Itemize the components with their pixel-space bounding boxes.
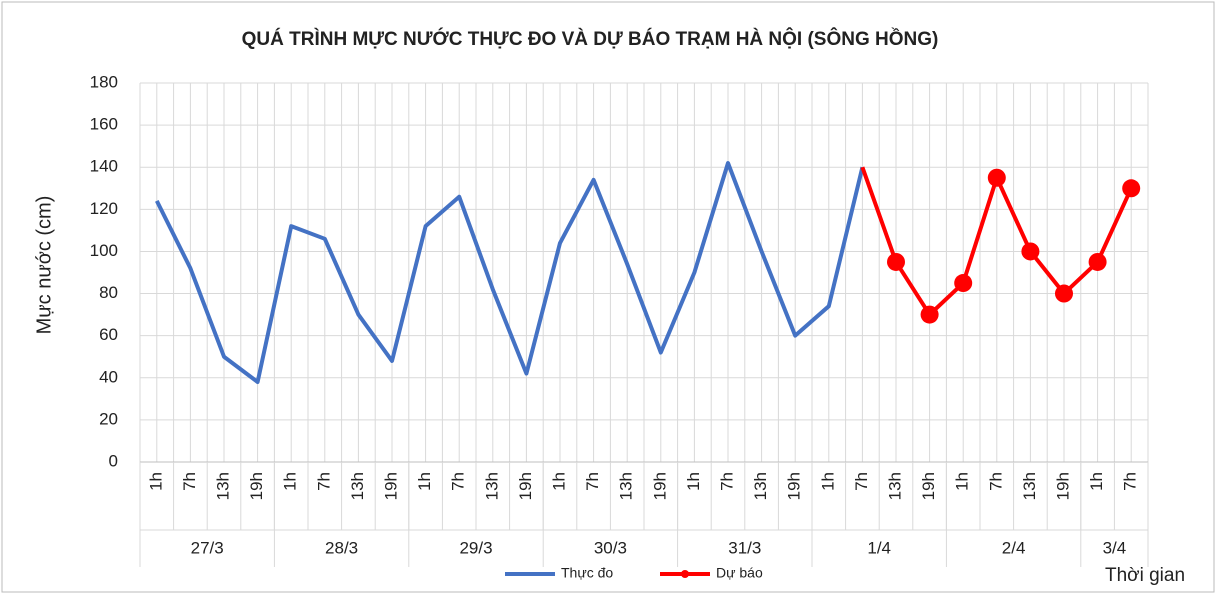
x-group-label: 27/3	[191, 538, 224, 557]
y-axis-title: Mực nước (cm)	[33, 196, 55, 335]
y-tick-label: 100	[90, 241, 118, 260]
x-tick-label: 13h	[348, 472, 367, 500]
x-tick-label: 1h	[1087, 472, 1106, 491]
y-tick-label: 120	[90, 199, 118, 218]
x-tick-label: 1h	[281, 472, 300, 491]
x-tick-label: 7h	[1121, 472, 1140, 491]
series-marker	[954, 274, 973, 293]
x-tick-label: 13h	[213, 472, 232, 500]
series-line	[155, 161, 865, 384]
x-tick-label: 7h	[717, 472, 736, 491]
x-tick-label: 13h	[1020, 472, 1039, 500]
x-tick-label: 19h	[650, 472, 669, 500]
x-tick-label: 1h	[953, 472, 972, 491]
x-tick-label: 7h	[314, 472, 333, 491]
y-tick-label: 140	[90, 157, 118, 176]
x-group-label: 1/4	[867, 538, 891, 557]
x-group-label: 28/3	[325, 538, 358, 557]
y-tick-label: 180	[90, 72, 118, 91]
x-tick-label: 19h	[381, 472, 400, 500]
y-tick-label: 160	[90, 115, 118, 134]
x-tick-label: 19h	[1053, 472, 1072, 500]
x-tick-label: 13h	[885, 472, 904, 500]
series-marker	[1088, 252, 1107, 271]
x-tick-label: 1h	[684, 472, 703, 491]
x-tick-label: 7h	[449, 472, 468, 491]
series-marker	[1122, 179, 1141, 198]
legend-marker	[681, 570, 689, 578]
x-tick-label: 1h	[415, 472, 434, 491]
x-tick-label: 19h	[516, 472, 535, 500]
chart-title: QUÁ TRÌNH MỰC NƯỚC THỰC ĐO VÀ DỰ BÁO TRẠ…	[242, 28, 939, 50]
x-tick-label: 7h	[852, 472, 871, 491]
y-tick-label: 20	[99, 409, 118, 428]
x-axis-title: Thời gian	[1105, 565, 1185, 586]
y-tick-label: 80	[99, 283, 118, 302]
series-marker	[1055, 284, 1073, 303]
series-marker	[920, 305, 939, 324]
x-tick-label: 19h	[785, 472, 804, 500]
x-group-label: 29/3	[459, 538, 492, 557]
series-marker	[987, 168, 1006, 187]
x-group-label: 3/4	[1103, 538, 1127, 557]
x-tick-label: 19h	[247, 472, 266, 500]
x-tick-label: 1h	[146, 472, 165, 491]
x-tick-label: 13h	[482, 472, 501, 500]
x-group-label: 30/3	[594, 538, 627, 557]
x-tick-label: 7h	[583, 472, 602, 491]
x-tick-label: 7h	[180, 472, 199, 491]
x-tick-label: 13h	[751, 472, 770, 500]
x-group-label: 31/3	[728, 538, 761, 557]
series-marker	[887, 252, 905, 271]
x-tick-label: 1h	[818, 472, 837, 491]
x-tick-label: 13h	[617, 472, 636, 500]
x-group-label: 2/4	[1002, 538, 1026, 557]
y-tick-label: 60	[99, 325, 118, 344]
y-tick-label: 0	[109, 451, 118, 470]
x-tick-label: 1h	[549, 472, 568, 491]
y-tick-label: 40	[99, 367, 118, 386]
x-tick-label: 19h	[919, 472, 938, 500]
legend-label: Thực đo	[561, 565, 613, 581]
series-marker	[1021, 242, 1040, 261]
legend-label: Dự báo	[716, 565, 763, 581]
x-tick-label: 7h	[986, 472, 1005, 491]
